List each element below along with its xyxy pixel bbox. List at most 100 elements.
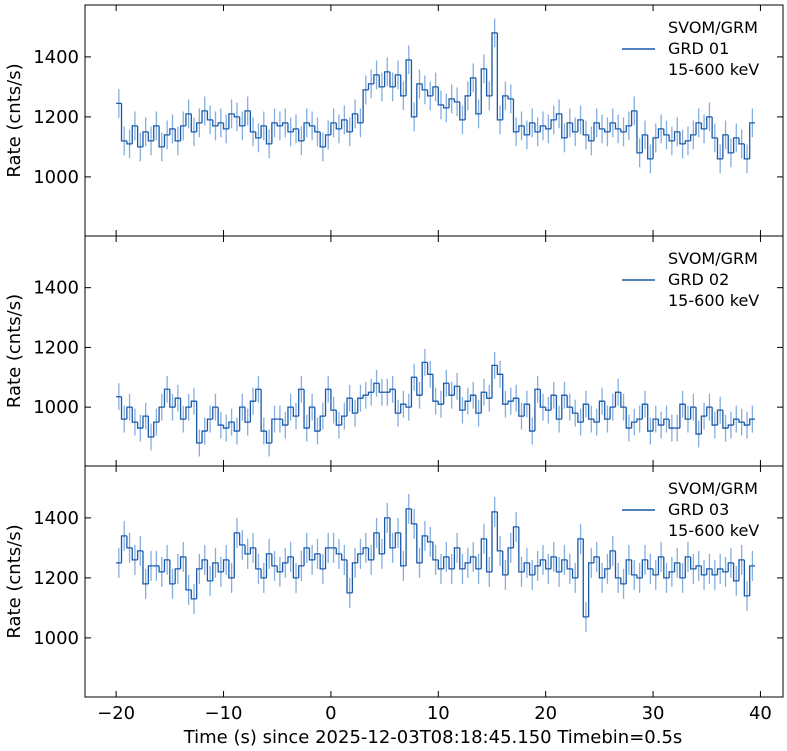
step [126, 406, 133, 420]
step [174, 128, 181, 142]
step [604, 401, 611, 420]
panel-plot [116, 18, 756, 174]
step [716, 568, 723, 575]
step [604, 568, 611, 578]
y-axis-label: Rate (cnts/s) [4, 63, 25, 177]
step [668, 571, 675, 578]
step [443, 556, 450, 569]
step [421, 535, 428, 563]
step [636, 574, 643, 579]
step [679, 131, 686, 145]
step [249, 110, 256, 133]
step [378, 532, 385, 555]
step [749, 418, 756, 426]
step [373, 74, 380, 84]
step [196, 122, 203, 132]
step [448, 98, 455, 108]
step [706, 406, 713, 417]
step [271, 122, 278, 144]
step [131, 407, 138, 423]
step [131, 125, 138, 144]
step [657, 419, 664, 426]
step [652, 568, 659, 576]
step [550, 119, 557, 129]
step [539, 389, 546, 408]
y-tick-label: 1200 [33, 568, 79, 589]
x-tick-label: 10 [427, 703, 450, 724]
step [346, 559, 353, 594]
step [587, 404, 595, 420]
step [593, 556, 600, 563]
step [432, 541, 439, 561]
step [190, 589, 197, 600]
step [308, 547, 315, 561]
step [663, 556, 670, 579]
step [604, 128, 611, 133]
panel-plot [116, 348, 756, 457]
step [523, 125, 530, 136]
step [249, 400, 256, 423]
step [421, 361, 428, 396]
step [330, 122, 337, 135]
step [502, 374, 509, 405]
step [298, 388, 305, 417]
step [238, 532, 246, 546]
step [663, 128, 670, 136]
step [700, 565, 707, 576]
step [196, 401, 203, 444]
step [437, 86, 444, 106]
step [217, 562, 224, 573]
step [555, 395, 562, 420]
step [459, 101, 466, 121]
step [587, 134, 595, 142]
step [136, 422, 143, 429]
step [217, 122, 224, 126]
step [238, 116, 246, 127]
step [507, 547, 514, 575]
x-tick-label: 20 [534, 703, 557, 724]
step [335, 547, 342, 555]
step [443, 382, 450, 405]
step [689, 556, 697, 570]
step [743, 422, 750, 426]
step [598, 400, 605, 423]
step [630, 559, 637, 576]
step [260, 125, 267, 138]
step [695, 122, 702, 135]
step [657, 556, 664, 575]
step [749, 565, 756, 596]
step [163, 559, 170, 572]
step [706, 116, 713, 129]
step [244, 407, 251, 423]
step [518, 526, 525, 573]
step [469, 77, 476, 96]
step [222, 122, 229, 130]
step [373, 532, 380, 560]
step [620, 392, 627, 408]
step [727, 562, 734, 572]
step [340, 553, 348, 561]
step [539, 125, 546, 132]
step [625, 407, 632, 429]
step [357, 397, 364, 414]
y-axis-label: Rate (cnts/s) [4, 524, 25, 638]
step [614, 391, 621, 408]
step [340, 415, 348, 426]
step [437, 559, 444, 570]
step [679, 562, 686, 579]
step [614, 122, 621, 130]
step [292, 556, 299, 579]
step [587, 562, 595, 617]
step [410, 508, 417, 525]
y-axis-label: Rate (cnts/s) [4, 294, 25, 408]
step [126, 535, 133, 549]
step [480, 538, 487, 569]
step [179, 556, 186, 569]
step [383, 71, 390, 87]
step [351, 398, 358, 414]
step [469, 556, 476, 563]
step [314, 125, 321, 133]
step [545, 125, 552, 130]
step [410, 376, 417, 408]
